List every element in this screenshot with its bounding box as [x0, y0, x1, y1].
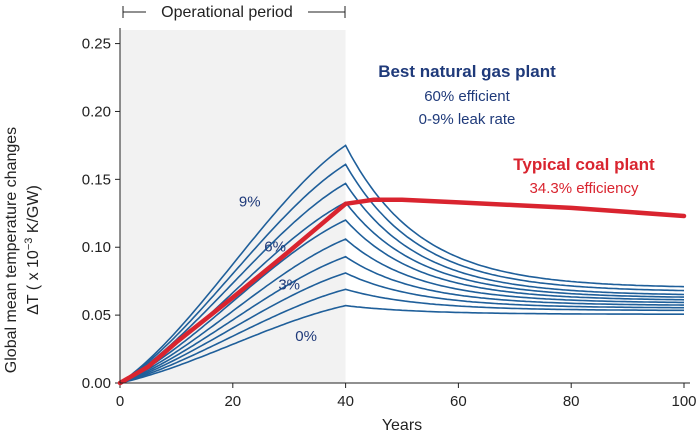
gas-leak-curve: [119, 255, 684, 384]
gas-plant-leak-rate: 0-9% leak rate: [419, 111, 516, 128]
y-axis-title-line2: ΔT ( x 10−3 K/GW): [23, 185, 42, 315]
y-tick-label: 0.25: [82, 36, 111, 53]
coal-plant-title: Typical coal plant: [513, 155, 655, 174]
operational-period-label: Operational period: [161, 4, 293, 21]
operational-period-shading: [120, 30, 346, 383]
x-tick-label: 20: [224, 393, 241, 410]
coal-plant-curve: [117, 197, 687, 386]
gas-leak-curve: [119, 272, 684, 384]
operational-period-marker: Operational period: [122, 2, 346, 22]
leak-rate-label: 6%: [264, 238, 286, 255]
coal-plant-efficiency: 34.3% efficiency: [530, 180, 639, 197]
gas-plant-efficiency: 60% efficient: [424, 88, 510, 105]
y-tick-label: 0.15: [82, 171, 111, 188]
y-tick-label: 0.00: [82, 375, 111, 392]
x-tick-label: 100: [671, 393, 696, 410]
gas-leak-curve: [119, 288, 684, 384]
y-tick-label: 0.10: [82, 239, 111, 256]
x-tick-label: 0: [116, 393, 124, 410]
leak-rate-label: 9%: [239, 194, 261, 211]
gas-leak-curve: [119, 182, 685, 384]
gas-leak-curve: [119, 238, 684, 384]
y-tick-label: 0.05: [82, 307, 111, 324]
x-axis-title: Years: [382, 417, 422, 434]
gas-leak-curve: [119, 219, 685, 384]
gas-leak-curve: [119, 304, 684, 384]
gas-leak-curve: [119, 163, 685, 384]
y-tick-label: 0.20: [82, 103, 111, 120]
x-tick-label: 80: [563, 393, 580, 410]
x-tick-label: 40: [337, 393, 354, 410]
gas-leak-curve: [119, 144, 685, 384]
leak-rate-label: 0%: [295, 328, 317, 345]
gas-plant-title: Best natural gas plant: [378, 62, 556, 81]
y-axis-title-line1: Global mean temperature changes: [3, 127, 20, 373]
leak-rate-label: 3%: [278, 276, 300, 293]
x-tick-label: 60: [450, 393, 467, 410]
